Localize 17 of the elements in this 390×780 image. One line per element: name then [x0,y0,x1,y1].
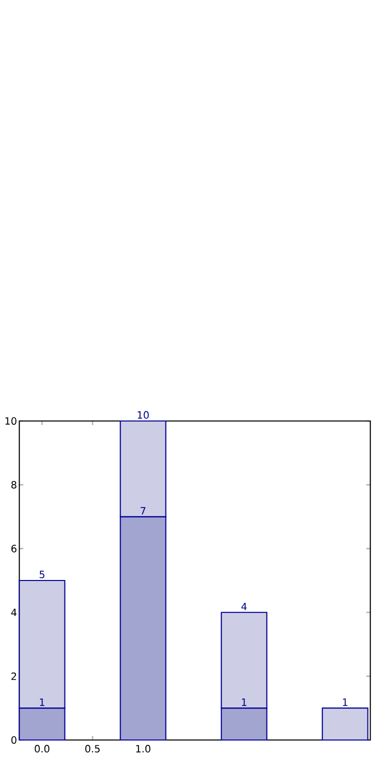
x-tick-label: 0.0 [34,744,50,752]
y-tick-label: 10 [5,417,16,425]
x-tick-label: 1.0 [136,744,150,752]
y-tick-label: 2 [11,672,16,680]
data-label: 1 [242,698,246,706]
total-label: 5 [40,570,44,578]
total-label: 4 [241,602,247,610]
data-label: 1 [40,698,44,706]
total-label: 10 [138,411,149,419]
x-tick-label: 0.5 [85,744,100,752]
data-label: 7 [140,507,146,514]
y-tick-label: 8 [11,481,16,489]
bar [322,708,368,741]
total-label: 1 [343,698,348,706]
y-tick-label: 6 [11,544,16,552]
y-tick-label: 0 [11,736,16,744]
y-tick-label: 4 [11,608,16,616]
